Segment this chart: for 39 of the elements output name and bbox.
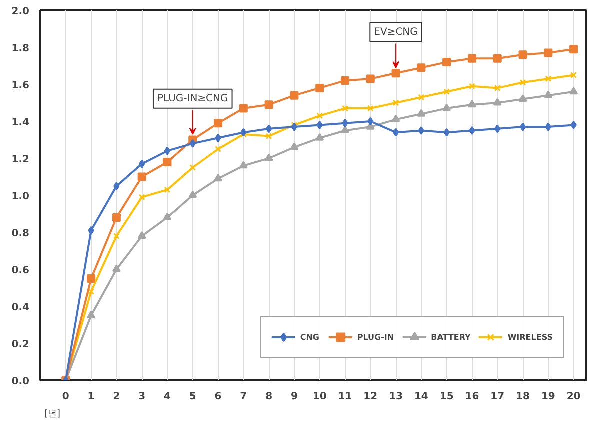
x-tick-label: 17 [490, 392, 505, 402]
x-tick-label: 2 [113, 392, 120, 402]
y-tick-label: 1.0 [12, 192, 30, 202]
y-tick-label: 1.4 [12, 118, 30, 128]
annotation: PLUG-IN≥CNG [157, 93, 228, 104]
x-tick-label: 0 [62, 392, 70, 402]
legend-label: BATTERY [431, 332, 471, 342]
y-tick-label: 1.8 [12, 44, 30, 54]
x-tick-label: 20 [566, 392, 581, 402]
x-tick-label: 3 [138, 392, 146, 402]
x-tick-label: 13 [389, 392, 404, 402]
x-tick-label: 1 [88, 392, 95, 402]
y-tick-label: 0.0 [12, 376, 30, 388]
y-tick-label: 1.2 [12, 154, 30, 166]
y-tick-label: 0.4 [12, 302, 30, 314]
x-tick-label: 14 [414, 392, 428, 402]
x-tick-label: 6 [214, 392, 222, 402]
x-axis-title: [년] [44, 410, 61, 420]
y-tick-label: 0.6 [12, 266, 30, 276]
y-tick-label: 2.0 [12, 6, 30, 18]
x-tick-label: 18 [516, 392, 530, 402]
x-tick-label: 8 [266, 392, 273, 402]
legend-label: WIRELESS [508, 332, 553, 342]
x-tick-label: 19 [541, 392, 556, 402]
x-tick-label: 10 [312, 392, 327, 402]
legend-label: CNG [300, 332, 320, 342]
y-tick-label: 0.8 [12, 228, 30, 240]
x-tick-label: 5 [189, 392, 196, 402]
x-tick-label: 9 [290, 392, 298, 402]
x-tick-label: 11 [338, 392, 352, 402]
x-tick-label: 12 [364, 392, 378, 402]
y-tick-label: 0.2 [12, 340, 30, 350]
x-tick-label: 4 [164, 392, 171, 402]
x-tick-label: 15 [440, 392, 454, 402]
legend-label: PLUG-IN [357, 332, 394, 342]
x-tick-label: 16 [465, 392, 480, 402]
x-tick-label: 7 [240, 392, 248, 402]
y-tick-label: 1.6 [12, 80, 30, 92]
annotation: EV≥CNG [374, 26, 418, 38]
